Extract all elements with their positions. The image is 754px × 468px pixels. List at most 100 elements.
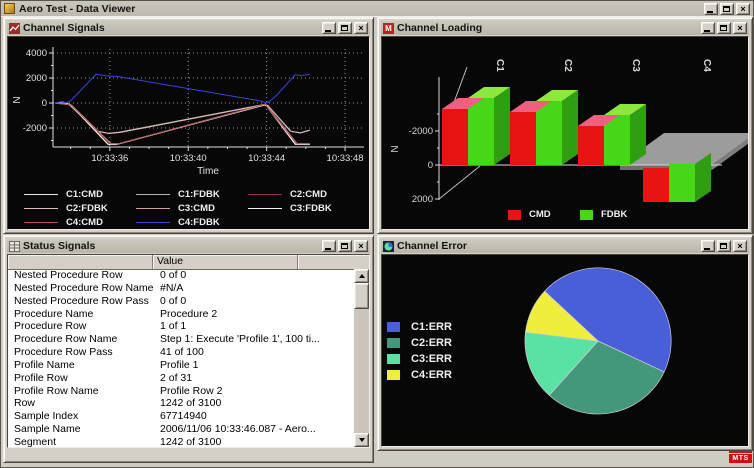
minimize-button[interactable] [322, 240, 336, 252]
row-value-cell: 67714940 [160, 410, 207, 423]
svg-text:10:33:44: 10:33:44 [248, 153, 285, 164]
legend-swatch [580, 209, 593, 220]
status-signals-window: Status Signals × Value Nested Procedure … [3, 235, 374, 463]
row-value-cell: Profile Row 2 [160, 384, 223, 397]
legend-item: C3:ERR [387, 353, 452, 365]
channel-loading-title: Channel Loading [397, 22, 483, 34]
minimize-icon [704, 248, 710, 250]
maximize-button[interactable] [720, 2, 734, 15]
scroll-down-button[interactable] [354, 433, 369, 447]
legend-item: CMD [508, 209, 551, 220]
legend-item: C4:ERR [387, 369, 452, 381]
table-row[interactable]: Nested Procedure Row 0 of 0 [8, 269, 354, 282]
svg-text:C4: C4 [701, 59, 712, 72]
minimize-button[interactable] [701, 22, 715, 34]
table-row[interactable]: Procedure Row Name Step 1: Execute 'Profi… [8, 333, 354, 346]
main-title-bar[interactable]: Aero Test - Data Viewer × [1, 1, 753, 17]
logo-bar [729, 451, 752, 453]
table-row[interactable]: Sample Index 67714940 [8, 410, 354, 423]
name-column-header[interactable] [8, 255, 153, 269]
table-row[interactable]: Segment 1242 of 3100 [8, 436, 354, 447]
legend-swatch [387, 370, 400, 380]
svg-text:10:33:36: 10:33:36 [91, 153, 128, 164]
legend-label: C1:ERR [411, 321, 452, 333]
close-button[interactable]: × [733, 240, 747, 252]
table-row[interactable]: Profile Row 2 of 31 [8, 372, 354, 385]
legend-line-sample [136, 222, 170, 223]
row-value-cell: 2 of 31 [160, 371, 193, 384]
minimize-icon [325, 248, 331, 250]
svg-text:C3: C3 [630, 59, 641, 72]
maximize-button[interactable] [717, 240, 731, 252]
close-icon: × [737, 23, 743, 33]
channel-error-title-bar[interactable]: Channel Error × [381, 239, 749, 253]
row-value-cell: 41 of 100 [160, 346, 204, 359]
channel-error-title: Channel Error [397, 240, 468, 252]
legend-item: C1:ERR [387, 321, 452, 333]
table-row[interactable]: Profile Row Name Profile Row 2 [8, 385, 354, 398]
legend-label: C2:CMD [290, 189, 327, 200]
row-name-cell: Procedure Name [14, 307, 94, 320]
channel-signals-window: Channel Signals × -2000 0 2000 4000 10:33:36… [3, 17, 374, 234]
close-button[interactable]: × [733, 22, 747, 34]
value-column-header[interactable]: Value [153, 255, 298, 269]
scrollbar-thumb[interactable] [354, 283, 369, 309]
minimize-button[interactable] [704, 2, 718, 15]
row-name-cell: Sample Name [14, 423, 81, 436]
svg-text:0: 0 [42, 98, 47, 109]
legend-line-sample [24, 194, 58, 195]
row-value-cell: Procedure 2 [160, 307, 218, 320]
close-button[interactable]: × [354, 240, 368, 252]
legend-line-sample [248, 208, 282, 209]
spare-column-header[interactable] [298, 255, 369, 269]
table-row[interactable]: Nested Procedure Row Name #N/A [8, 282, 354, 295]
svg-text:-2000: -2000 [409, 126, 433, 137]
channel-signals-title-bar[interactable]: Channel Signals × [7, 21, 370, 35]
app-icon [4, 3, 15, 14]
table-row[interactable]: Row 1242 of 3100 [8, 397, 354, 410]
app-title: Aero Test - Data Viewer [19, 2, 136, 15]
table-row[interactable]: Nested Procedure Row Pass 0 of 0 [8, 295, 354, 308]
row-name-cell: Nested Procedure Row [14, 269, 123, 281]
svg-text:10:33:40: 10:33:40 [170, 153, 207, 164]
row-name-cell: Profile Name [14, 358, 75, 371]
minimize-icon [325, 30, 331, 32]
table-row[interactable]: Sample Name 2006/11/06 10:33:46.087 - Aer… [8, 423, 354, 436]
legend-line-sample [136, 208, 170, 209]
row-value-cell: Profile 1 [160, 358, 199, 371]
legend-swatch [387, 338, 400, 348]
maximize-button[interactable] [338, 240, 352, 252]
row-name-cell: Sample Index [14, 410, 79, 423]
legend-line-sample [248, 194, 282, 195]
row-name-cell: Procedure Row Name [14, 333, 118, 346]
row-name-cell: Nested Procedure Row Name [14, 281, 154, 294]
maximize-icon [720, 25, 727, 31]
arrow-up-icon [358, 274, 365, 278]
status-signals-title-bar[interactable]: Status Signals × [7, 239, 370, 253]
maximize-button[interactable] [338, 22, 352, 34]
svg-text:0: 0 [428, 160, 433, 171]
vertical-scrollbar[interactable] [354, 269, 369, 447]
channel-loading-window: M Channel Loading × -2000 0 2000 N C1 C2 C3 C4 … [377, 17, 753, 234]
maximize-icon [341, 25, 348, 31]
minimize-button[interactable] [701, 240, 715, 252]
channel-error-window: Channel Error × C1:ERR C2:ERR C3:ERR C4:ERR [377, 235, 753, 451]
minimize-button[interactable] [322, 22, 336, 34]
channel-loading-title-bar[interactable]: M Channel Loading × [381, 21, 749, 35]
loading-bar3d-chart: -2000 0 2000 N C1 C2 C3 C4 [390, 59, 748, 205]
table-row[interactable]: Procedure Row Pass 41 of 100 [8, 346, 354, 359]
signals-chart-area: -2000 0 2000 4000 10:33:36 10:33:40 10:33:44 10… [7, 36, 370, 230]
maximize-button[interactable] [717, 22, 731, 34]
table-row[interactable]: Procedure Name Procedure 2 [8, 308, 354, 321]
legend-label: C4:ERR [411, 369, 452, 381]
row-value-cell: 1242 of 3100 [160, 397, 222, 410]
close-button[interactable]: × [736, 2, 750, 15]
error-chart-area: C1:ERR C2:ERR C3:ERR C4:ERR [381, 254, 749, 447]
row-value-cell: 0 of 0 [160, 269, 187, 281]
scroll-up-button[interactable] [354, 269, 369, 283]
table-row[interactable]: Procedure Row 1 of 1 [8, 320, 354, 333]
maximize-icon [723, 5, 730, 12]
table-row[interactable]: Profile Name Profile 1 [8, 359, 354, 372]
close-button[interactable]: × [354, 22, 368, 34]
